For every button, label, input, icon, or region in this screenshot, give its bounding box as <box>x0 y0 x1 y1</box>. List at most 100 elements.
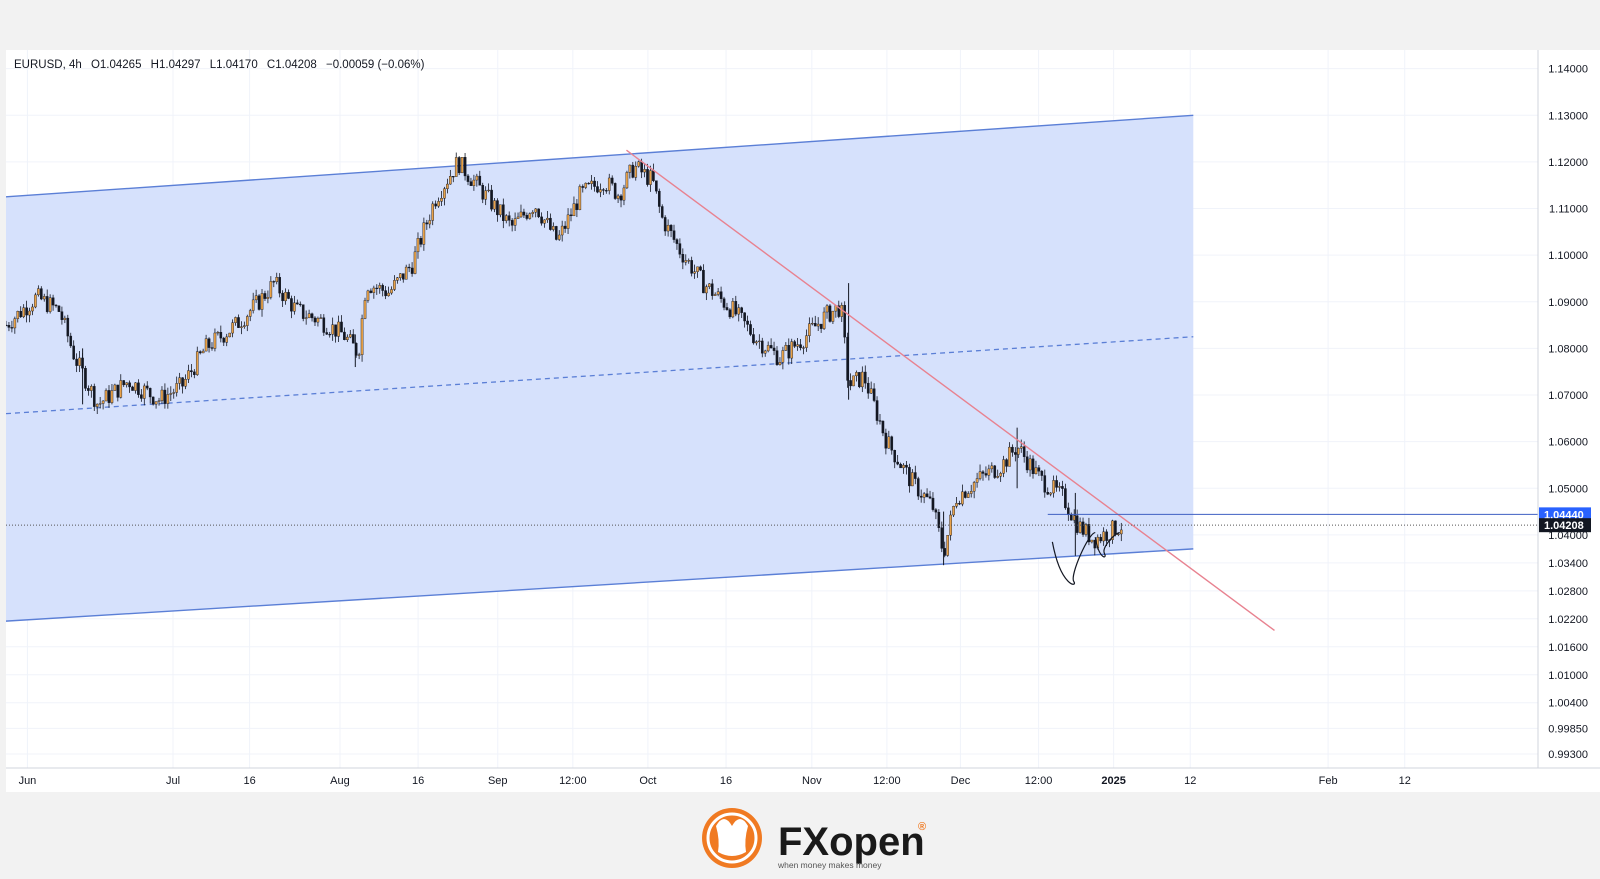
candle-body <box>893 450 897 463</box>
candle-body <box>343 331 346 341</box>
price-tick-label: 1.01000 <box>1548 670 1588 682</box>
candle-body <box>1093 539 1097 549</box>
candle-body <box>825 305 829 313</box>
candle-body <box>90 386 93 391</box>
candle-body <box>554 226 558 240</box>
chart-legend: EURUSD, 4h O1.04265 H1.04297 L1.04170 C1… <box>14 59 425 71</box>
candle-body <box>687 260 691 262</box>
candle-body <box>499 204 502 216</box>
candle-body <box>328 334 332 336</box>
candle-body <box>101 400 105 404</box>
candle-body <box>384 290 387 297</box>
price-tick-label: 1.02800 <box>1548 586 1588 598</box>
candle-body <box>881 420 885 434</box>
candle-body <box>228 332 231 338</box>
candle-body <box>905 464 908 468</box>
candle-body <box>937 511 941 528</box>
candle-body <box>1078 521 1082 533</box>
candle-body <box>87 388 90 391</box>
candle-body <box>934 509 938 513</box>
candle-body <box>534 208 537 213</box>
candle-body <box>678 243 682 255</box>
candle-body <box>469 181 473 186</box>
candle-body <box>351 334 355 344</box>
candle-body <box>931 497 935 510</box>
candle-body <box>237 317 240 328</box>
candle-body <box>722 298 726 308</box>
candle-body <box>381 285 384 291</box>
candle-body <box>522 211 526 216</box>
candle-body <box>502 204 505 221</box>
candle-body <box>516 216 520 219</box>
time-axis: Jun Jul 16 Aug 16 Sep 12:00 Oct 16 Nov 12:00 Dec 12:… <box>19 775 1411 787</box>
candle-body <box>304 317 308 319</box>
candle-body <box>19 311 23 318</box>
candle-body <box>460 157 464 174</box>
candle-body <box>775 350 779 365</box>
candle-body <box>1111 520 1114 540</box>
candle-body <box>740 307 743 313</box>
candle-body <box>296 302 299 305</box>
candle-body <box>510 220 514 226</box>
candle-body <box>643 169 646 173</box>
candle-body <box>593 180 596 187</box>
candle-body <box>590 180 593 184</box>
candle-body <box>1046 492 1050 495</box>
candle-body <box>178 377 181 384</box>
candle-body <box>313 317 317 323</box>
candle-body <box>908 467 911 487</box>
candle-body <box>784 345 788 351</box>
price-tick-label: 1.11000 <box>1549 204 1588 216</box>
time-tick-label: 12:00 <box>1025 775 1053 787</box>
candle-body <box>66 317 70 337</box>
time-tick-label: Sep <box>488 775 508 787</box>
candles <box>6 152 1123 566</box>
channel-upper-line <box>6 114 1194 198</box>
candle-body <box>763 350 767 354</box>
candle-body <box>507 215 511 221</box>
candle-body <box>113 384 117 391</box>
candle-body <box>540 216 543 224</box>
candle-body <box>504 215 508 221</box>
candle-body <box>631 164 635 178</box>
candle-body <box>416 238 420 253</box>
candle-body <box>399 273 402 278</box>
price-tick-label: 1.05000 <box>1548 483 1588 495</box>
candle-body <box>434 203 437 207</box>
candle-body <box>348 334 352 338</box>
candle-body <box>216 332 220 334</box>
time-tick-label: 2025 <box>1101 775 1125 787</box>
candle-body <box>187 370 190 380</box>
candle-body <box>649 170 652 185</box>
candle-body <box>1025 456 1029 471</box>
candle-body <box>537 208 540 218</box>
candle-body <box>278 277 281 294</box>
candle-body <box>298 303 302 306</box>
candle-body <box>404 266 408 280</box>
time-tick-label: 12 <box>1184 775 1196 787</box>
candle-body <box>964 491 967 498</box>
candle-body <box>1043 475 1047 493</box>
candle-body <box>813 323 817 327</box>
candle-body <box>443 188 446 199</box>
candle-body <box>634 166 638 178</box>
candle-body <box>819 323 823 329</box>
candle-body <box>225 336 229 343</box>
price-tick-label: 1.08000 <box>1548 343 1588 355</box>
candle-body <box>699 266 702 271</box>
price-axis: 1.14000 1.13000 1.12000 1.11000 1.10000 1.090… <box>1548 64 1588 761</box>
candle-body <box>48 297 52 312</box>
candle-body <box>693 271 696 274</box>
price-tick-label: 1.02200 <box>1548 614 1588 626</box>
candle-body <box>772 347 776 351</box>
candle-body <box>716 291 720 295</box>
candle-body <box>104 390 108 402</box>
candle-body <box>513 218 517 226</box>
candle-body <box>1102 531 1105 542</box>
candle-body <box>646 169 649 185</box>
candle-body <box>72 345 75 360</box>
candle-body <box>301 304 305 319</box>
candle-body <box>531 211 535 214</box>
